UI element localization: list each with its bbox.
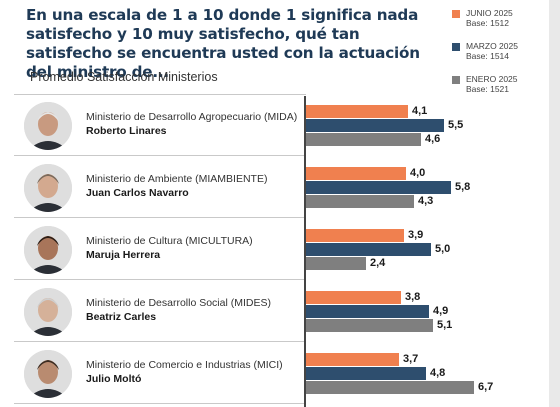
ministry-name: Ministerio de Ambiente (MIAMBIENTE) [86, 173, 268, 185]
bar-value-label: 6,7 [478, 381, 494, 393]
bar-value-label: 3,8 [405, 291, 421, 303]
bar [306, 243, 431, 256]
chart-title: En una escala de 1 a 10 donde 1 signific… [26, 6, 420, 81]
legend-series-base: Base: 1521 [466, 84, 510, 94]
bar-value-label: 4,1 [412, 105, 428, 117]
ministry-name: Ministerio de Cultura (MICULTURA) [86, 235, 253, 247]
bar-value-label: 5,1 [437, 319, 453, 331]
bar [306, 319, 433, 332]
bar-value-label: 4,9 [433, 305, 449, 317]
page-edge [549, 0, 560, 407]
bar [306, 181, 451, 194]
bar [306, 195, 414, 208]
legend-swatch [452, 76, 460, 84]
avatar [24, 164, 72, 212]
avatar [24, 350, 72, 398]
ministry-name: Ministerio de Comercio e Industrias (MIC… [86, 359, 283, 371]
bar-value-label: 4,3 [418, 195, 434, 207]
minister-name: Julio Moltó [86, 373, 142, 385]
bar-value-label: 4,6 [425, 133, 441, 145]
avatar [24, 288, 72, 336]
legend-swatch [452, 10, 460, 18]
row-divider [14, 403, 306, 404]
bar [306, 305, 429, 318]
bar [306, 229, 404, 242]
chart-subtitle: Promedio Satisfacción Ministerios [30, 70, 218, 84]
bar-value-label: 5,8 [455, 181, 471, 193]
minister-name: Juan Carlos Navarro [86, 187, 189, 199]
legend-series-base: Base: 1514 [466, 51, 510, 61]
avatar [24, 226, 72, 274]
value-axis-line [304, 96, 306, 407]
bar-value-label: 4,0 [410, 167, 426, 179]
bar-value-label: 2,4 [370, 257, 386, 269]
minister-name: Maruja Herrera [86, 249, 161, 261]
minister-name: Roberto Linares [86, 125, 167, 137]
row-divider [14, 217, 306, 218]
row-divider [14, 341, 306, 342]
bar [306, 105, 408, 118]
bar-value-label: 4,8 [430, 367, 446, 379]
legend-series-name: MARZO 2025 [466, 41, 518, 51]
bar [306, 291, 401, 304]
bar-value-label: 3,7 [403, 353, 419, 365]
bar [306, 133, 421, 146]
row-divider [14, 94, 306, 95]
bar-value-label: 5,0 [435, 243, 451, 255]
row-divider [14, 155, 306, 156]
ministry-name: Ministerio de Desarrollo Social (MIDES) [86, 297, 271, 309]
avatar [24, 102, 72, 150]
bar-value-label: 5,5 [448, 119, 464, 131]
legend-series-name: ENERO 2025 [466, 74, 518, 84]
bar [306, 119, 444, 132]
legend-series-name: JUNIO 2025 [466, 8, 513, 18]
bar [306, 257, 366, 270]
legend-swatch [452, 43, 460, 51]
bar [306, 167, 406, 180]
legend-series-base: Base: 1512 [466, 18, 510, 28]
minister-name: Beatriz Carles [86, 311, 157, 323]
bar [306, 381, 474, 394]
bar-value-label: 3,9 [408, 229, 424, 241]
bar [306, 353, 399, 366]
row-divider [14, 279, 306, 280]
bar [306, 367, 426, 380]
ministry-name: Ministerio de Desarrollo Agropecuario (M… [86, 111, 298, 123]
